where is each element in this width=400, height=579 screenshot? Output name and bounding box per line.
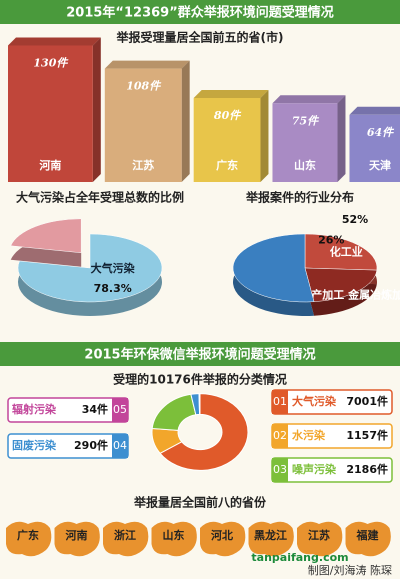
slice xyxy=(304,267,378,302)
value-label: 80件 xyxy=(214,109,242,122)
value-label: 108件 xyxy=(126,80,162,93)
category-label: 山东 xyxy=(294,158,316,172)
section-header: 2015年环保微信举报环境问题受理情况 xyxy=(84,347,315,363)
bar-side xyxy=(92,37,101,182)
chart-title: 举报案件的行业分布 xyxy=(245,190,354,205)
bar xyxy=(349,114,400,182)
category-label: 大气污染 xyxy=(292,394,337,408)
category-label: 化工业 xyxy=(330,244,363,258)
slice xyxy=(304,233,378,271)
value-label: 290件 xyxy=(74,438,108,452)
item-id: 03 xyxy=(273,463,287,476)
bar xyxy=(8,45,93,182)
item-id: 01 xyxy=(273,395,287,408)
value-label: 64件 xyxy=(367,126,395,139)
ring-segment xyxy=(159,393,249,471)
item-id: 04 xyxy=(113,439,127,452)
value-label: 130件 xyxy=(33,57,69,70)
value-label: 75件 xyxy=(292,114,320,127)
category-label: 大气污染 xyxy=(91,261,136,275)
slice xyxy=(10,218,82,254)
item-id-box xyxy=(272,458,288,482)
province-label: 广东 xyxy=(17,528,39,542)
category-label: 固废污染 xyxy=(12,438,57,452)
category-label: 辐射污染 xyxy=(12,402,57,416)
bar-side xyxy=(337,95,346,182)
value-label: 52% xyxy=(342,213,368,226)
value-label: 2186件 xyxy=(346,462,388,476)
ring-segment xyxy=(198,393,201,415)
province-shape xyxy=(6,521,52,557)
bar-side xyxy=(260,90,269,182)
item-id: 05 xyxy=(113,403,127,416)
province-shape xyxy=(200,521,246,557)
province-shape xyxy=(248,521,294,557)
provinces-title: 举报量居全国前八的省份 xyxy=(133,495,267,510)
province-label: 江苏 xyxy=(308,528,330,542)
item-id-box xyxy=(112,398,128,422)
value-label: 7001件 xyxy=(346,394,388,408)
item-id-box xyxy=(272,390,288,414)
bar-top xyxy=(104,60,190,69)
value-label: 78.3% xyxy=(94,282,132,295)
value-label: 26% xyxy=(318,233,344,246)
province-label: 浙江 xyxy=(114,528,136,542)
bar-top xyxy=(193,90,269,98)
category-label: 水污染 xyxy=(292,428,326,442)
item-id: 02 xyxy=(273,429,287,442)
value-label: 34件 xyxy=(82,402,108,416)
bar-top xyxy=(272,95,346,104)
province-label: 山东 xyxy=(163,528,185,542)
chart-title: 举报受理量居全国前五的省(市) xyxy=(116,30,284,45)
chart-title: 受理的10176件举报的分类情况 xyxy=(113,372,287,387)
category-label: 广东 xyxy=(216,158,238,172)
header: 2015年“12369”群众举报环境问题受理情况 xyxy=(66,5,334,21)
category-label: 江苏 xyxy=(132,158,154,172)
province-label: 福建 xyxy=(356,528,380,542)
watermark: tanpaifang.com xyxy=(251,551,348,564)
province-label: 黑龙江 xyxy=(254,528,287,542)
category-label: 河南 xyxy=(39,158,61,172)
section-bar xyxy=(0,342,400,366)
header-bar xyxy=(0,0,400,24)
province-shape xyxy=(54,521,100,557)
bar xyxy=(104,68,182,182)
province-shape xyxy=(103,521,149,557)
bar-top xyxy=(8,37,101,46)
credit: 制图/刘海涛 陈琛 xyxy=(308,563,392,577)
province-label: 河南 xyxy=(66,528,88,542)
bar-side xyxy=(181,60,190,182)
chart-title: 大气污染占全年受理总数的比例 xyxy=(16,190,184,205)
province-shape xyxy=(345,521,391,557)
slice xyxy=(17,233,163,303)
item-id-box xyxy=(112,434,128,458)
value-label: 1157件 xyxy=(346,428,388,442)
item-id-box xyxy=(272,424,288,448)
bar xyxy=(272,103,338,182)
slice xyxy=(232,233,315,303)
category-label: 噪声污染 xyxy=(292,462,337,476)
category-label: 天津 xyxy=(369,158,391,172)
bar xyxy=(193,98,261,182)
province-shape xyxy=(297,521,343,557)
province-label: 河北 xyxy=(211,528,233,542)
province-shape xyxy=(151,521,197,557)
bar-top xyxy=(349,106,400,115)
